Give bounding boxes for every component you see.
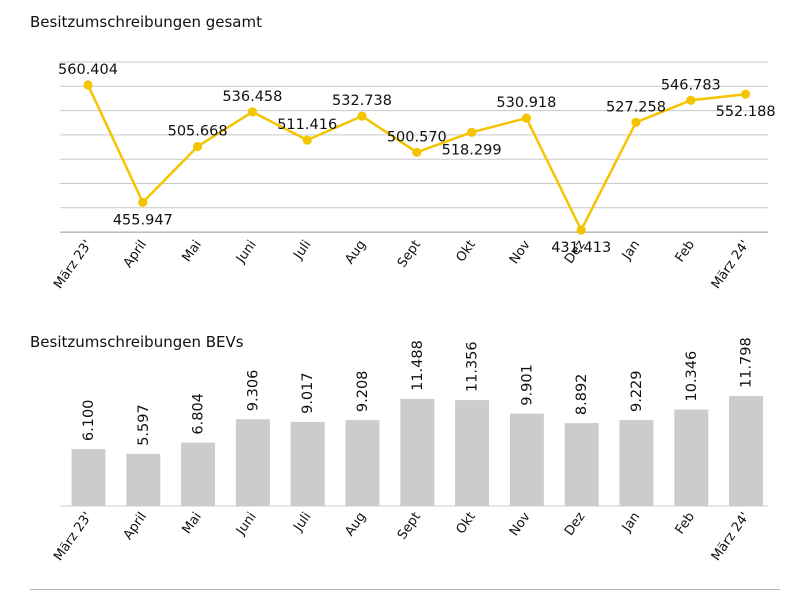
bar-x-tick-label: Jan bbox=[619, 510, 643, 536]
line-point bbox=[631, 117, 641, 127]
bar-value-label: 11.798 bbox=[739, 337, 755, 388]
bar-value-label: 9.229 bbox=[629, 370, 645, 412]
bar-x-tick-label: Aug bbox=[342, 510, 369, 539]
bar bbox=[619, 420, 654, 506]
bar bbox=[674, 409, 709, 506]
bar-x-tick-label: Nov bbox=[507, 509, 534, 539]
line-value-label: 505.668 bbox=[168, 124, 228, 140]
line-value-label: 455.947 bbox=[113, 212, 173, 228]
bar-x-tick-label: Feb bbox=[673, 510, 698, 537]
line-point bbox=[357, 111, 367, 121]
line-value-label: 431.413 bbox=[551, 240, 611, 256]
line-x-tick-label: März 23' bbox=[51, 238, 95, 292]
bar bbox=[345, 420, 380, 506]
bar-x-tick-label: Dez bbox=[562, 510, 589, 539]
bar-x-tick-label: Juli bbox=[291, 510, 315, 535]
bar-value-label: 11.488 bbox=[410, 340, 426, 391]
line-x-tick-label: Sept bbox=[395, 238, 424, 271]
line-point bbox=[741, 89, 751, 99]
bar-value-label: 10.346 bbox=[684, 351, 700, 402]
line-chart-title: Besitzumschreibungen gesamt bbox=[30, 13, 262, 31]
line-x-tick-label: März 24' bbox=[709, 238, 753, 292]
line-chart-grid bbox=[60, 61, 768, 233]
line-x-tick-label: April bbox=[121, 238, 150, 271]
bar-value-label: 5.597 bbox=[136, 404, 152, 446]
line-point bbox=[83, 80, 93, 90]
line-point bbox=[302, 135, 312, 145]
line-point bbox=[521, 113, 532, 123]
bar bbox=[455, 400, 490, 506]
line-point bbox=[686, 95, 696, 105]
bar-x-tick-label: März 23' bbox=[51, 510, 95, 564]
line-point bbox=[412, 147, 422, 157]
bar-chart-title: Besitzumschreibungen BEVs bbox=[30, 333, 244, 351]
line-value-label: 511.416 bbox=[277, 117, 337, 133]
line-x-tick-label: Mai bbox=[180, 238, 205, 265]
line-value-label: 536.458 bbox=[222, 89, 282, 105]
line-point bbox=[193, 141, 203, 152]
line-value-label: 500.570 bbox=[387, 129, 447, 145]
bar-value-label: 6.804 bbox=[191, 393, 207, 435]
line-x-tick-label: Nov bbox=[507, 237, 534, 267]
bar-value-label: 9.306 bbox=[245, 370, 261, 412]
line-value-label: 527.258 bbox=[606, 99, 666, 115]
bar-x-tick-label: Juni bbox=[233, 510, 260, 539]
bar-x-tick-label: Okt bbox=[453, 510, 478, 537]
line-value-label: 546.783 bbox=[661, 77, 721, 93]
line-chart-x-ticks: März 23' April Mai Juni Juli Aug Sept Okt Nov Dez… bbox=[51, 237, 753, 291]
line-value-label: 532.738 bbox=[332, 93, 392, 109]
line-point bbox=[247, 107, 257, 117]
line-value-label: 518.299 bbox=[442, 142, 502, 158]
line-x-tick-label: Feb bbox=[673, 238, 698, 265]
bar-chart-bars bbox=[71, 396, 764, 506]
bar-x-tick-label: Sept bbox=[395, 510, 424, 543]
bar bbox=[290, 421, 325, 506]
bar-value-label: 11.356 bbox=[465, 341, 481, 392]
line-value-label: 552.188 bbox=[716, 104, 776, 120]
line-x-tick-label: Juli bbox=[291, 238, 315, 263]
bottom-divider bbox=[30, 589, 780, 590]
bar-value-label: 9.017 bbox=[300, 372, 316, 414]
line-chart-series bbox=[83, 80, 751, 235]
bar bbox=[509, 413, 544, 506]
line-point bbox=[576, 225, 586, 235]
bar bbox=[400, 398, 435, 506]
bar-value-label: 8.892 bbox=[574, 374, 590, 416]
bar-value-label: 9.901 bbox=[519, 364, 535, 406]
line-x-tick-label: Okt bbox=[453, 238, 478, 265]
bar bbox=[235, 419, 270, 506]
bar-value-label: 6.100 bbox=[81, 400, 97, 442]
line-chart-value-labels: 560.404 455.947 505.668 536.458 511.416 532.7… bbox=[58, 62, 776, 256]
line-x-tick-label: Juni bbox=[233, 238, 260, 267]
bar bbox=[564, 423, 599, 506]
line-value-label: 560.404 bbox=[58, 62, 118, 78]
line-x-tick-label: Jan bbox=[619, 238, 643, 264]
line-x-tick-label: Aug bbox=[342, 238, 369, 267]
bar-value-label: 9.208 bbox=[355, 371, 371, 413]
bar bbox=[181, 442, 216, 506]
bar-chart-value-labels: 6.100 5.597 6.804 9.306 9.017 9.208 11.488 11.3… bbox=[81, 337, 755, 446]
line-point bbox=[467, 127, 477, 137]
bar bbox=[126, 453, 161, 506]
bar-chart-x-ticks: März 23' April Mai Juni Juli Aug Sept Okt Nov Dez… bbox=[51, 509, 753, 563]
line-point bbox=[138, 197, 148, 207]
line-value-label: 530.918 bbox=[496, 95, 556, 111]
bar bbox=[729, 396, 764, 506]
bar-x-tick-label: März 24' bbox=[709, 510, 753, 564]
bar bbox=[71, 449, 106, 506]
bar-x-tick-label: Mai bbox=[180, 510, 205, 537]
bar-x-tick-label: April bbox=[121, 510, 150, 543]
